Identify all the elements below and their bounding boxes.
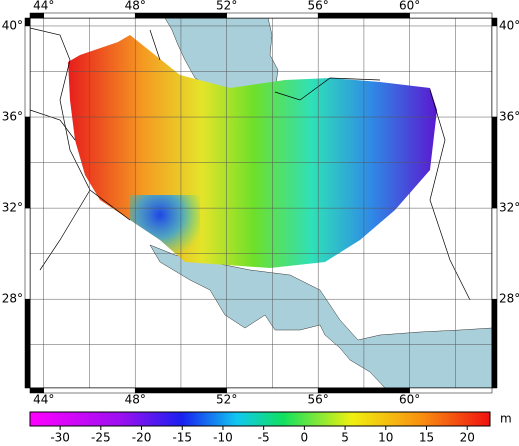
frame-bar xyxy=(134,387,227,394)
x-tick-label: 44° xyxy=(33,393,54,407)
frame-bar xyxy=(43,387,136,394)
colorbar-unit: m xyxy=(500,412,512,426)
x-tick-label: 48° xyxy=(125,393,146,407)
colorbar-tick-label: 0 xyxy=(301,431,309,445)
frame-bar xyxy=(409,387,493,394)
frame-bar xyxy=(24,116,31,209)
map-area xyxy=(30,18,492,388)
border xyxy=(30,109,91,271)
x-tick-label: 60° xyxy=(399,0,420,13)
colorbar-tick-label: -15 xyxy=(172,431,192,445)
x-tick-label: 52° xyxy=(216,393,237,407)
y-tick-label: 28° xyxy=(499,292,519,306)
frame-bar xyxy=(491,298,498,389)
y-tick-label: 40° xyxy=(2,18,23,32)
frame-bar xyxy=(24,17,31,27)
x-tick-label: 56° xyxy=(308,393,329,407)
colorbar-tick-label: -5 xyxy=(258,431,270,445)
colorbar-tick-label: 20 xyxy=(460,431,475,445)
y-tick-label: 32° xyxy=(2,201,23,215)
persian-gulf xyxy=(149,244,492,388)
frame-bar xyxy=(317,12,410,19)
colorbar-tick-label: -25 xyxy=(91,431,111,445)
x-tick-label: 60° xyxy=(399,393,420,407)
x-tick-label: 44° xyxy=(33,0,54,13)
frame-bar xyxy=(491,17,498,27)
x-tick-label: 56° xyxy=(308,0,329,13)
frame-bar xyxy=(491,207,498,300)
frame-bar xyxy=(29,12,44,19)
field-low xyxy=(130,195,200,262)
frame-bar xyxy=(317,387,410,394)
y-tick-label: 36° xyxy=(499,110,519,124)
frame-bar xyxy=(134,12,227,19)
frame-bar xyxy=(24,25,31,118)
x-tick-label: 48° xyxy=(125,0,146,13)
y-tick-label: 28° xyxy=(2,292,23,306)
y-tick-label: 40° xyxy=(499,18,519,32)
frame-bar xyxy=(409,12,493,19)
colorbar-tick-label: 5 xyxy=(341,431,349,445)
border xyxy=(30,27,471,301)
colorbar-tick-label: 10 xyxy=(378,431,393,445)
colorbar-tick-label: -10 xyxy=(213,431,233,445)
colorbar-tick-label: -30 xyxy=(50,431,70,445)
frame-bar xyxy=(43,12,136,19)
frame-bar xyxy=(491,25,498,118)
frame-bar xyxy=(491,116,498,209)
frame-bar xyxy=(226,387,319,394)
colorbar-tick-label: 15 xyxy=(419,431,434,445)
colorbar-tick-label: -20 xyxy=(132,431,152,445)
frame-bar xyxy=(24,298,31,389)
frame-bar xyxy=(226,12,319,19)
colorbar xyxy=(29,411,491,427)
frame-bar xyxy=(24,207,31,300)
y-tick-label: 36° xyxy=(2,110,23,124)
x-tick-label: 52° xyxy=(216,0,237,13)
y-tick-label: 32° xyxy=(499,201,519,215)
